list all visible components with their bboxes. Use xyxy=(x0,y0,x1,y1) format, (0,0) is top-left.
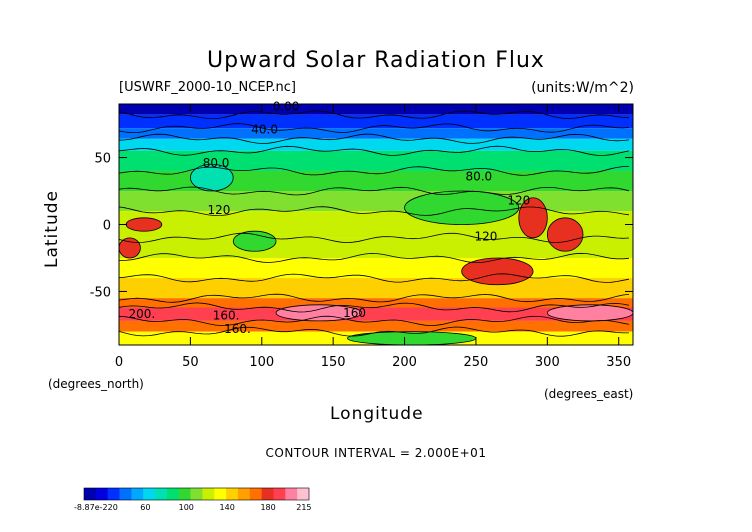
contour-line xyxy=(118,315,630,327)
flux-band xyxy=(119,191,633,212)
contour-line xyxy=(118,273,630,283)
contour-line xyxy=(118,302,630,313)
colorbar-swatch xyxy=(214,488,227,500)
flux-band xyxy=(119,320,633,332)
colorbar-swatch xyxy=(143,488,156,500)
flux-band xyxy=(119,257,633,279)
colorbar-swatch xyxy=(131,488,144,500)
contour-label: 120 xyxy=(507,193,530,207)
flux-band xyxy=(119,298,633,308)
colorbar-tick-label: 140 xyxy=(220,503,235,512)
x-tick-label: 350 xyxy=(606,355,631,370)
x-unit-left-label: (degrees_north) xyxy=(48,377,144,391)
contour-line xyxy=(118,206,630,217)
x-tick-label: 150 xyxy=(321,355,346,370)
colorbar-swatch xyxy=(285,488,298,500)
flux-band xyxy=(119,170,633,192)
x-tick-label: 200 xyxy=(392,355,417,370)
flux-patch xyxy=(404,190,520,225)
contour-label: 120 xyxy=(207,203,230,217)
colorbar-tick-label: 100 xyxy=(179,503,194,512)
contour-line xyxy=(118,326,629,337)
contour-label: 80.0 xyxy=(465,169,492,183)
x-tick-label: 250 xyxy=(464,355,489,370)
contour-label: 160. xyxy=(213,309,240,323)
flux-band xyxy=(119,128,633,139)
contour-line xyxy=(118,110,630,120)
contour-labels: 0.00 40.0 80.0 80.0 120 120 120 160 160.160. 200. xyxy=(128,100,530,336)
flux-band xyxy=(119,150,633,171)
x-tick-label: 0 xyxy=(115,355,123,370)
flux-band xyxy=(119,138,633,151)
y-tick-label: 0 xyxy=(103,219,111,234)
flux-patch xyxy=(546,304,634,322)
contour-line xyxy=(118,145,630,156)
contour-label: 160 xyxy=(343,306,366,320)
x-tick-label: 100 xyxy=(249,355,274,370)
flux-patch xyxy=(125,217,163,232)
chart-title: Upward Solar Radiation Flux xyxy=(207,48,545,73)
colorbar-swatch xyxy=(226,488,239,500)
plot-area xyxy=(118,103,634,346)
colorbar-swatch xyxy=(84,488,97,500)
flux-patch xyxy=(232,230,277,252)
colorbar-tick-label: 60 xyxy=(140,503,150,512)
contour-line xyxy=(118,133,630,144)
y-tick-label: -50 xyxy=(90,285,111,300)
x-unit-right-label: (degrees_east) xyxy=(544,387,634,401)
colorbar-tick-label: -8.87e-220 xyxy=(74,503,118,512)
colorbar: -8.87e-220 60 100 140 180 215 xyxy=(74,487,312,512)
contour-label: 40.0 xyxy=(251,122,278,136)
y-tick-label: 50 xyxy=(94,152,111,167)
colorbar-swatch xyxy=(155,488,168,500)
colorbar-swatch xyxy=(297,488,310,500)
flux-band xyxy=(119,104,633,115)
x-axis-label: Longitude xyxy=(330,404,424,424)
colorbar-swatch xyxy=(190,488,203,500)
colorbar-swatch xyxy=(261,488,274,500)
flux-patch xyxy=(461,257,534,286)
x-tick-label: 300 xyxy=(535,355,560,370)
contour-interval-label: CONTOUR INTERVAL = 2.000E+01 xyxy=(265,446,487,460)
contour-line xyxy=(118,232,630,244)
contour-line xyxy=(118,123,630,133)
x-ticks: 0 50 100 150 200 250 300 350 xyxy=(115,104,631,370)
colorbar-tick-label: 215 xyxy=(296,503,311,512)
colorbar-swatch xyxy=(107,488,120,500)
file-label: [USWRF_2000-10_NCEP.nc] xyxy=(119,80,296,95)
colorbar-swatch xyxy=(119,488,132,500)
contour-label: 120 xyxy=(474,230,497,244)
flux-patch xyxy=(275,304,363,322)
flux-band xyxy=(119,307,633,321)
y-ticks: 50 0 -50 xyxy=(90,152,633,300)
colorbar-swatch xyxy=(178,488,191,500)
colorbar-swatch xyxy=(95,488,108,500)
colorbar-swatch xyxy=(202,488,215,500)
colorbar-swatch xyxy=(166,488,180,500)
colorbar-swatch xyxy=(237,488,251,500)
contour-line xyxy=(118,186,630,196)
contour-label: 200. xyxy=(128,307,155,321)
colorbar-frame xyxy=(83,487,310,501)
contour-label: 160. xyxy=(224,322,251,336)
colorbar-swatch xyxy=(249,488,262,500)
colorbar-swatch xyxy=(273,488,286,500)
flux-patch xyxy=(546,217,584,252)
x-tick-label: 50 xyxy=(182,355,199,370)
flux-patch xyxy=(118,237,141,259)
units-label: (units:W/m^2) xyxy=(531,80,634,96)
colorbar-tick-label: 180 xyxy=(260,503,275,512)
flux-patch xyxy=(189,163,234,192)
contour-label: 80.0 xyxy=(203,156,230,170)
contour-line xyxy=(118,166,630,176)
contour-line xyxy=(118,293,630,303)
contour-line xyxy=(118,252,630,264)
contour-label: 0.00 xyxy=(273,100,300,114)
